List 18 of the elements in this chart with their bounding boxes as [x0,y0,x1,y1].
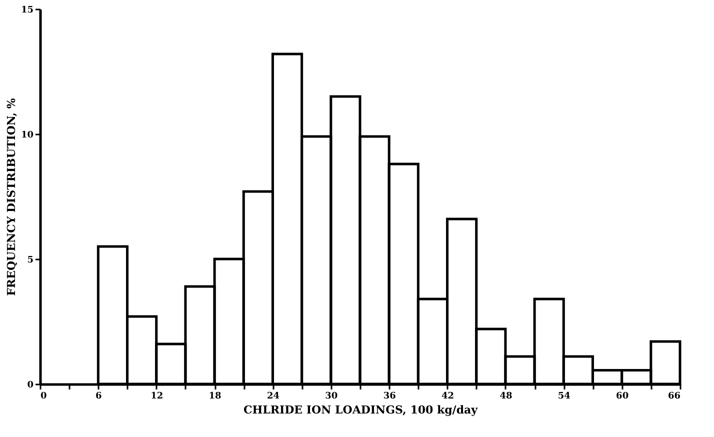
x-tick-label: 18 [208,392,222,402]
x-tick-label: 36 [383,392,396,402]
x-tick-label: 60 [616,392,629,402]
x-axis-title: CHLRIDE ION LOADINGS, 100 kg/day [243,404,478,416]
x-tick-label: 30 [325,392,338,402]
x-tick-label: 6 [96,392,102,402]
x-tick-label: 24 [266,392,280,402]
x-tick-label: 48 [500,392,512,402]
x-tick-label: 66 [668,392,680,402]
x-tick-label: 0 [40,392,47,402]
x-tick-label: 54 [558,392,570,402]
y-tick-label: 15 [20,6,34,16]
x-tick-label: 42 [442,392,454,402]
y-axis-title: FREQUENCY DISTRIBUTION, % [4,98,18,296]
y-tick-label: 5 [27,256,34,266]
x-tick-label: 12 [150,392,164,402]
y-tick-label: 0 [27,380,34,390]
y-tick-label: 10 [20,130,34,140]
